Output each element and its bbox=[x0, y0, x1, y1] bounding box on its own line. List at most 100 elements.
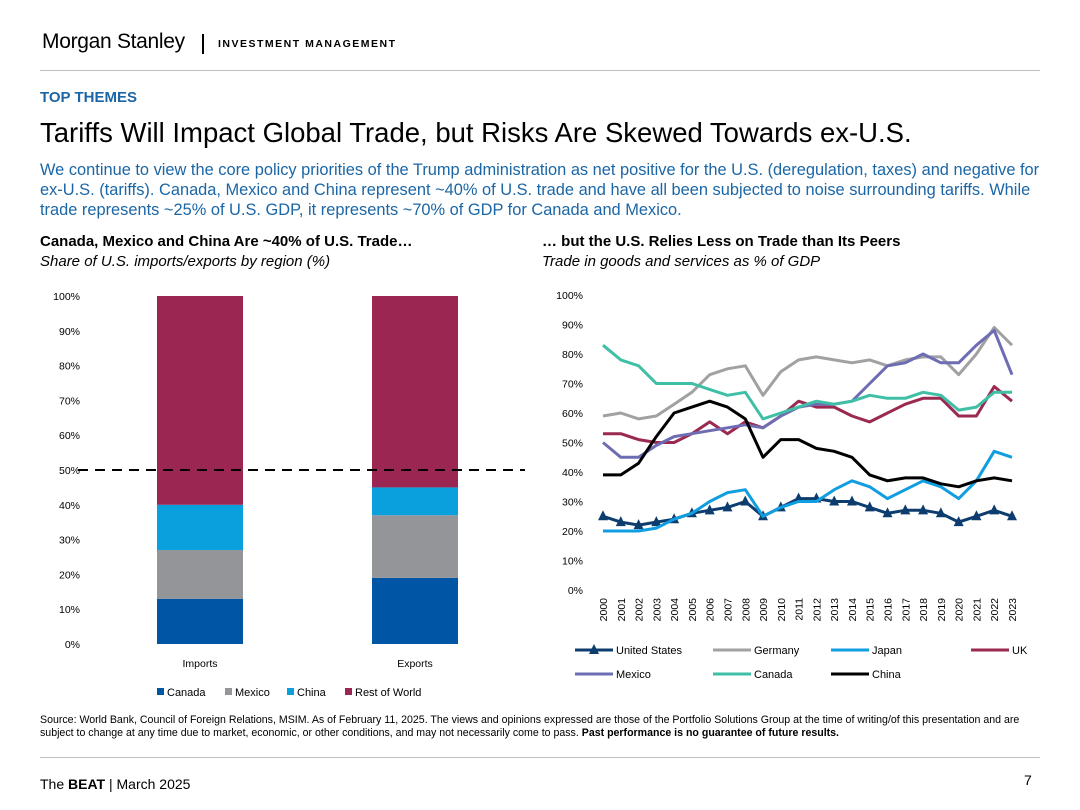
data-point-marker bbox=[740, 495, 751, 506]
bar-segment-mexico bbox=[372, 515, 458, 578]
data-point-marker bbox=[722, 501, 733, 512]
series-line-uk bbox=[603, 385, 1013, 444]
bar-segment-canada bbox=[157, 598, 243, 644]
data-point-marker bbox=[1007, 510, 1017, 521]
x-tick-label: 2000 bbox=[598, 598, 610, 622]
data-point-marker bbox=[918, 504, 929, 515]
bar-segment-rest-of-world bbox=[372, 296, 458, 488]
legend-label: UK bbox=[1012, 645, 1028, 657]
legend-label: China bbox=[872, 669, 902, 681]
x-tick-label: 2003 bbox=[651, 598, 663, 622]
x-tick-label: 2019 bbox=[936, 598, 948, 622]
y-tick-label: 60% bbox=[59, 430, 80, 442]
legend-swatch bbox=[345, 688, 352, 695]
data-point-marker bbox=[882, 507, 893, 518]
y-tick-label: 90% bbox=[59, 326, 80, 338]
y-tick-label: 30% bbox=[59, 535, 80, 547]
data-point-marker bbox=[900, 504, 911, 515]
y-tick-label: 20% bbox=[59, 569, 80, 581]
y-tick-label: 70% bbox=[59, 395, 80, 407]
x-tick-label: 2008 bbox=[740, 598, 752, 622]
y-tick-label: 60% bbox=[562, 408, 583, 420]
legend-label: Japan bbox=[872, 645, 902, 657]
x-tick-label: 2001 bbox=[616, 598, 628, 622]
x-tick-label: 2013 bbox=[829, 598, 841, 622]
x-tick-label: 2006 bbox=[705, 598, 717, 622]
data-point-marker bbox=[971, 510, 982, 521]
legend-label: United States bbox=[616, 645, 683, 657]
x-tick-label: 2014 bbox=[847, 598, 859, 622]
x-tick-label: Exports bbox=[397, 658, 433, 670]
page-number: 7 bbox=[1024, 772, 1032, 788]
legend-label: Rest of World bbox=[355, 687, 421, 699]
bar-segment-china bbox=[372, 487, 458, 516]
y-tick-label: 40% bbox=[59, 500, 80, 512]
y-tick-label: 100% bbox=[556, 290, 583, 302]
y-tick-label: 70% bbox=[562, 379, 583, 391]
series-line-mexico bbox=[602, 328, 1014, 459]
header-rule bbox=[40, 70, 1040, 71]
x-tick-label: 2017 bbox=[900, 598, 912, 622]
left-chart-subheading: Share of U.S. imports/exports by region … bbox=[40, 253, 331, 270]
y-tick-label: 40% bbox=[562, 467, 583, 479]
x-tick-label: 2018 bbox=[918, 598, 930, 622]
x-tick-label: Imports bbox=[182, 658, 217, 670]
x-tick-label: 2009 bbox=[758, 598, 770, 622]
legend-label: Canada bbox=[167, 687, 206, 699]
x-tick-label: 2022 bbox=[989, 598, 1001, 622]
y-tick-label: 90% bbox=[562, 320, 583, 332]
line-chart: 0% 10% 20% 30% 40% 50% 60% 70% 80% 90% 100% 2000 200… bbox=[556, 290, 1028, 681]
y-tick-label: 30% bbox=[562, 497, 583, 509]
x-tick-label: 2012 bbox=[811, 598, 823, 622]
bar-segment-china bbox=[157, 504, 243, 551]
y-tick-label: 0% bbox=[65, 639, 80, 651]
right-chart-heading: … but the U.S. Relies Less on Trade than… bbox=[542, 233, 901, 250]
brand-logo: Morgan Stanley bbox=[42, 30, 185, 53]
left-chart-heading: Canada, Mexico and China Are ~40% of U.S… bbox=[40, 233, 413, 250]
data-point-marker bbox=[704, 504, 715, 515]
data-point-marker bbox=[989, 504, 1000, 515]
x-tick-label: 2005 bbox=[687, 598, 699, 622]
data-point-marker bbox=[864, 501, 875, 512]
y-tick-label: 50% bbox=[562, 438, 583, 450]
series-line-germany bbox=[602, 325, 1014, 421]
series-line-japan bbox=[603, 449, 1013, 533]
legend-label: Mexico bbox=[616, 669, 651, 681]
x-tick-label: 2004 bbox=[669, 598, 681, 622]
section-label: TOP THEMES bbox=[40, 89, 137, 106]
x-tick-label: 2021 bbox=[971, 598, 983, 622]
x-tick-label: 2007 bbox=[722, 598, 734, 622]
data-point-marker bbox=[935, 507, 946, 518]
y-tick-label: 80% bbox=[562, 349, 583, 361]
source-text: Source: World Bank, Council of Foreign R… bbox=[40, 714, 1020, 739]
footer-prefix: The bbox=[40, 776, 69, 792]
y-tick-label: 20% bbox=[562, 526, 583, 538]
legend-swatch bbox=[157, 688, 164, 695]
series-line-china bbox=[603, 399, 1013, 489]
y-tick-label: 10% bbox=[562, 556, 583, 568]
bar-segment-canada bbox=[372, 577, 458, 644]
y-tick-label: 50% bbox=[59, 465, 80, 477]
series-line-canada bbox=[602, 344, 1012, 421]
legend-marker bbox=[589, 644, 599, 654]
page-title: Tariffs Will Impact Global Trade, but Ri… bbox=[40, 117, 912, 148]
data-point-marker bbox=[829, 495, 840, 506]
footer-publication: BEAT bbox=[68, 776, 106, 792]
data-point-marker bbox=[615, 516, 626, 527]
data-point-marker bbox=[953, 516, 964, 527]
x-tick-label: 2010 bbox=[776, 598, 788, 622]
page-subtitle: We continue to view the core policy prio… bbox=[40, 161, 1040, 219]
legend-label: Canada bbox=[754, 669, 793, 681]
right-chart-subheading: Trade in goods and services as % of GDP bbox=[542, 253, 821, 270]
x-tick-label: 2020 bbox=[954, 598, 966, 622]
footer-rule bbox=[40, 757, 1040, 758]
x-tick-label: 2011 bbox=[794, 598, 806, 621]
x-tick-label: 2016 bbox=[883, 598, 895, 622]
x-tick-label: 2023 bbox=[1007, 598, 1019, 622]
data-point-marker bbox=[633, 519, 644, 530]
bar-segment-rest-of-world bbox=[157, 296, 243, 505]
y-tick-label: 0% bbox=[568, 585, 583, 597]
brand-subtitle: INVESTMENT MANAGEMENT bbox=[218, 38, 397, 50]
legend-swatch bbox=[287, 688, 294, 695]
y-tick-label: 10% bbox=[59, 604, 80, 616]
